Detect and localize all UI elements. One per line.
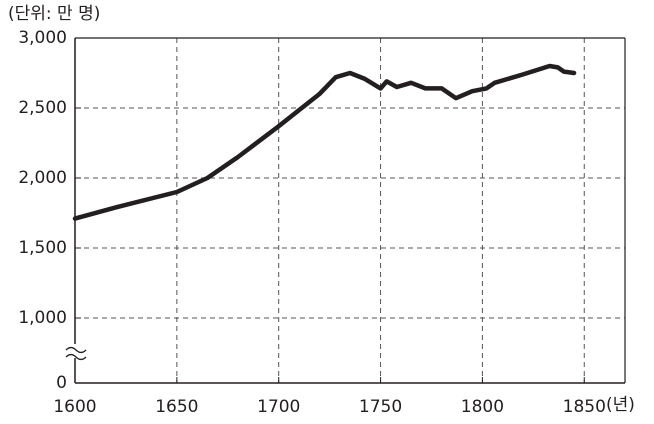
x-tick-label: 1700 <box>257 397 300 417</box>
x-tick-label: 1800 <box>461 397 504 417</box>
y-tick-label: 2,500 <box>18 98 67 118</box>
x-tick-label: 1850 <box>563 397 606 417</box>
y-tick-label: 1,000 <box>18 308 67 328</box>
x-tick-label: 1600 <box>53 397 96 417</box>
axis-break <box>64 344 87 361</box>
x-tick-label: 1650 <box>155 397 198 417</box>
x-tick-label: 1750 <box>359 397 402 417</box>
y-tick-label: 1,500 <box>18 238 67 258</box>
y-tick-label: 3,000 <box>18 28 67 48</box>
y-tick-label: 0 <box>56 373 67 393</box>
y-tick-label: 2,000 <box>18 168 67 188</box>
y-unit-label: (단위: 만 명) <box>8 4 100 24</box>
x-unit-label: (년) <box>606 395 635 415</box>
data-line <box>72 63 577 221</box>
